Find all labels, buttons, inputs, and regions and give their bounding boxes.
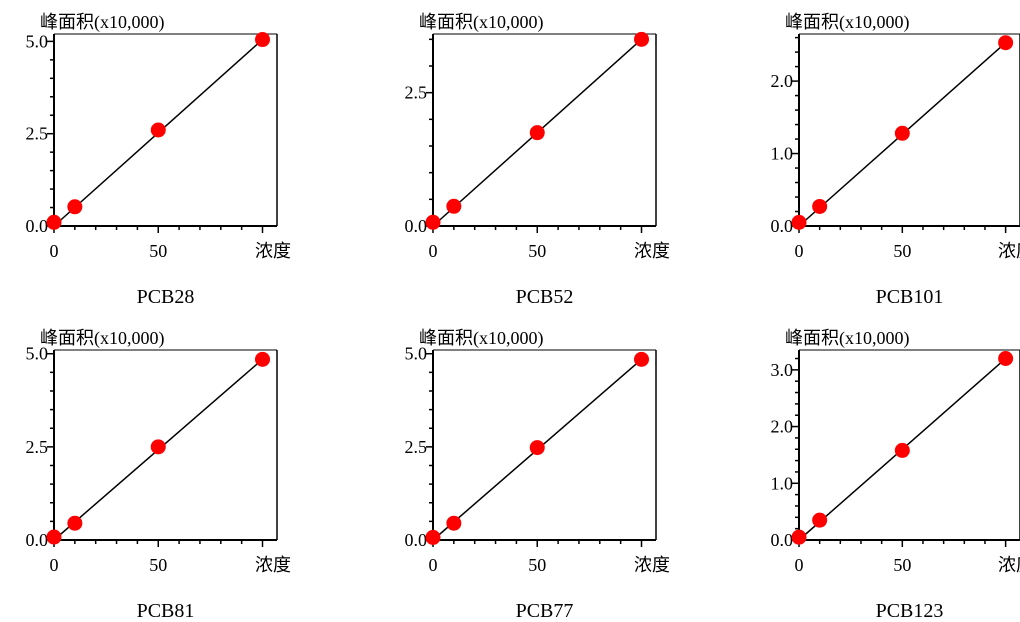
chart-title: PCB123 bbox=[876, 600, 944, 622]
x-tick-label: 0 bbox=[50, 241, 59, 261]
data-point bbox=[812, 198, 828, 214]
y-tick-label: 2.5 bbox=[26, 124, 49, 144]
x-tick-label: 0 bbox=[429, 555, 438, 575]
x-tick-label: 50 bbox=[893, 241, 911, 261]
chart-title: PCB81 bbox=[137, 600, 195, 622]
data-point bbox=[791, 529, 807, 545]
chart-panel-pcb52: 0 50 0.0 2.5 峰面积(x10,000) 浓度 PCB52 bbox=[405, 12, 671, 308]
x-axis-label: 浓度 bbox=[998, 241, 1020, 261]
y-tick-label: 3.0 bbox=[771, 360, 794, 380]
data-point bbox=[150, 122, 166, 138]
y-tick-label: 0.0 bbox=[771, 216, 794, 236]
x-axis-label: 浓度 bbox=[255, 241, 291, 261]
x-axis-label: 浓度 bbox=[998, 555, 1020, 575]
y-tick-label: 0.0 bbox=[771, 530, 794, 550]
data-point bbox=[46, 529, 62, 545]
data-point bbox=[67, 515, 83, 531]
data-point bbox=[634, 31, 650, 47]
y-tick-label: 1.0 bbox=[771, 144, 794, 164]
x-tick-label: 0 bbox=[795, 555, 804, 575]
x-tick-label: 0 bbox=[429, 241, 438, 261]
y-tick-label: 2.5 bbox=[405, 437, 428, 457]
y-tick-label: 1.0 bbox=[771, 473, 794, 493]
y-axis-label: 峰面积(x10,000) bbox=[40, 12, 165, 33]
data-point bbox=[425, 529, 441, 545]
data-point bbox=[255, 351, 271, 367]
y-tick-label: 0.0 bbox=[405, 216, 428, 236]
chart-title: PCB52 bbox=[516, 286, 574, 308]
data-point bbox=[446, 198, 462, 214]
y-axis-label: 峰面积(x10,000) bbox=[419, 328, 544, 349]
data-point bbox=[791, 214, 807, 230]
data-point bbox=[894, 442, 910, 458]
data-point bbox=[150, 439, 166, 455]
data-point bbox=[67, 199, 83, 215]
x-tick-label: 50 bbox=[893, 555, 911, 575]
data-point bbox=[998, 35, 1014, 51]
y-tick-label: 2.5 bbox=[405, 83, 428, 103]
y-tick-label: 0.0 bbox=[26, 530, 49, 550]
x-axis-label: 浓度 bbox=[255, 555, 291, 575]
x-tick-label: 50 bbox=[149, 555, 167, 575]
x-axis-label: 浓度 bbox=[634, 555, 670, 575]
data-point bbox=[529, 125, 545, 141]
y-tick-label: 5.0 bbox=[405, 344, 428, 364]
y-tick-label: 2.0 bbox=[771, 71, 794, 91]
y-tick-label: 5.0 bbox=[26, 344, 49, 364]
y-axis-label: 峰面积(x10,000) bbox=[785, 12, 910, 33]
data-point bbox=[529, 440, 545, 456]
y-tick-label: 0.0 bbox=[405, 530, 428, 550]
x-tick-label: 50 bbox=[528, 555, 546, 575]
chart-panel-pcb123: 0 50 0.0 1.0 2.0 3.0 峰面积(x10,000) 浓度 PCB123 bbox=[771, 328, 1020, 622]
x-tick-label: 50 bbox=[149, 241, 167, 261]
x-tick-label: 50 bbox=[528, 241, 546, 261]
data-point bbox=[634, 351, 650, 367]
y-axis-label: 峰面积(x10,000) bbox=[419, 12, 544, 33]
y-tick-label: 0.0 bbox=[26, 216, 49, 236]
y-axis-label: 峰面积(x10,000) bbox=[785, 328, 910, 349]
y-tick-label: 2.0 bbox=[771, 417, 794, 437]
data-point bbox=[46, 214, 62, 230]
y-tick-label: 2.5 bbox=[26, 437, 49, 457]
data-point bbox=[894, 125, 910, 141]
chart-panel-pcb101: 0 50 0.0 1.0 2.0 峰面积(x10,000) 浓度 PCB101 bbox=[771, 12, 1020, 308]
chart-title: PCB28 bbox=[137, 286, 195, 308]
x-tick-label: 0 bbox=[50, 555, 59, 575]
chart-title: PCB77 bbox=[516, 600, 574, 622]
data-point bbox=[998, 351, 1014, 367]
data-point bbox=[446, 515, 462, 531]
data-point bbox=[255, 32, 271, 48]
x-tick-label: 0 bbox=[795, 241, 804, 261]
data-point bbox=[812, 512, 828, 528]
x-axis-label: 浓度 bbox=[634, 241, 670, 261]
y-axis-label: 峰面积(x10,000) bbox=[40, 328, 165, 349]
data-point bbox=[425, 214, 441, 230]
y-tick-label: 5.0 bbox=[26, 31, 49, 51]
chart-title: PCB101 bbox=[876, 286, 944, 308]
